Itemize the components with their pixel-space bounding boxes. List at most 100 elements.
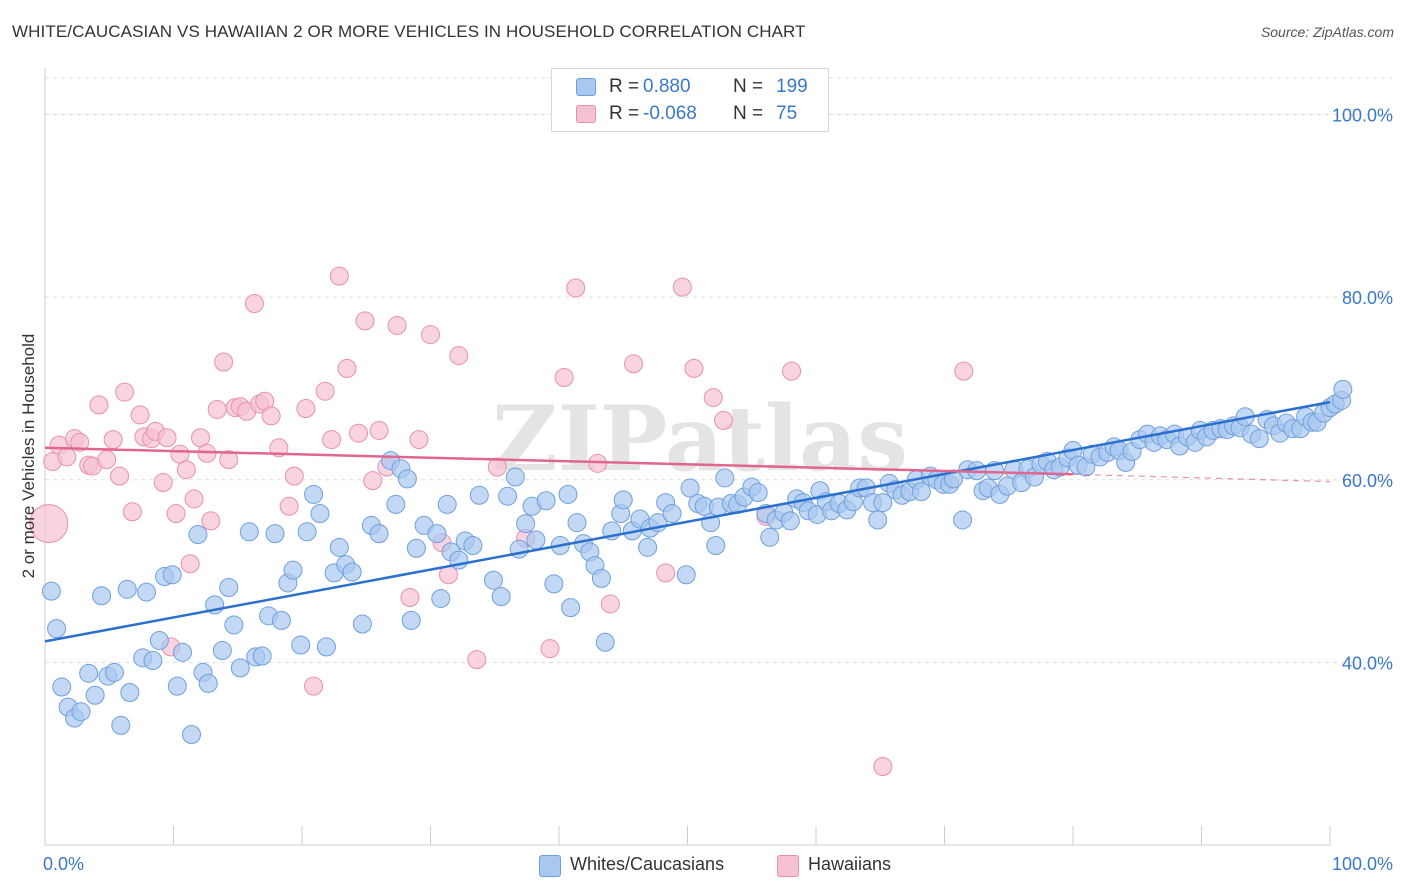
whites-point bbox=[265, 524, 285, 544]
hawaiians-point bbox=[166, 504, 186, 524]
whites-point bbox=[526, 530, 546, 550]
whites-point bbox=[498, 486, 518, 506]
hawaiians-point bbox=[713, 410, 733, 430]
whites-point bbox=[680, 478, 700, 498]
series-legend: Whites/Caucasians Hawaiians bbox=[0, 852, 1406, 878]
hawaiians-point bbox=[110, 466, 130, 486]
hawaiians-point bbox=[672, 277, 692, 297]
hawaiians-point bbox=[355, 311, 375, 331]
whites-point bbox=[952, 510, 972, 530]
whites-point bbox=[291, 635, 311, 655]
hawaiians-point bbox=[554, 367, 574, 387]
x-tick-label: 100.0% bbox=[1332, 854, 1393, 874]
whites-point bbox=[676, 565, 696, 585]
whites-trend-line bbox=[44, 400, 1331, 643]
hawaiians-swatch bbox=[777, 855, 799, 877]
hawaiians-point bbox=[180, 554, 200, 574]
whites-point bbox=[149, 630, 169, 650]
hawaiians-point bbox=[315, 381, 335, 401]
hawaiians-point bbox=[153, 473, 173, 493]
whites-point bbox=[662, 504, 682, 524]
r-value: -0.068 bbox=[643, 103, 697, 124]
whites-point bbox=[544, 574, 564, 594]
hawaiians-point bbox=[400, 588, 420, 608]
hawaiians-point bbox=[656, 563, 676, 583]
whites-point bbox=[386, 494, 406, 514]
whites-point bbox=[401, 610, 421, 630]
hawaiians-point bbox=[269, 438, 289, 458]
hawaiians-point bbox=[329, 266, 349, 286]
whites-point bbox=[271, 610, 291, 630]
hawaiians-point bbox=[684, 358, 704, 378]
whites-point bbox=[406, 538, 426, 558]
whites-point bbox=[71, 702, 91, 722]
y-tick-label: 100.0% bbox=[1332, 106, 1393, 126]
whites-point bbox=[491, 587, 511, 607]
whites-point bbox=[181, 725, 201, 745]
hawaiians-points bbox=[29, 266, 974, 776]
hawaiians-point bbox=[284, 466, 304, 486]
n-label: N = bbox=[733, 103, 764, 124]
watermark: ZIPatlas bbox=[492, 386, 908, 492]
whites-point bbox=[85, 685, 105, 705]
hawaiians-point bbox=[954, 361, 974, 381]
hawaiians-point bbox=[97, 450, 117, 470]
hawaiians-point bbox=[157, 428, 177, 448]
whites-point bbox=[397, 469, 417, 489]
whites-point bbox=[868, 510, 888, 530]
hawaiians-point bbox=[57, 447, 77, 467]
whites-point bbox=[536, 491, 556, 511]
y-tick-label: 80.0% bbox=[1342, 288, 1393, 308]
y-tick-label: 40.0% bbox=[1342, 653, 1393, 673]
whites-point bbox=[111, 715, 131, 735]
hawaiians-trend-extension bbox=[1072, 473, 1331, 483]
whites-point bbox=[715, 468, 735, 488]
y-axis-label: 2 or more Vehicles in Household bbox=[19, 334, 38, 579]
whites-point bbox=[638, 537, 658, 557]
whites-point bbox=[613, 490, 633, 510]
whites-point bbox=[188, 525, 208, 545]
whites-point bbox=[427, 524, 447, 544]
whites-point bbox=[120, 683, 140, 703]
r-label: R = bbox=[609, 76, 640, 97]
chart-title: WHITE/CAUCASIAN VS HAWAIIAN 2 OR MORE VE… bbox=[12, 22, 806, 41]
whites-point bbox=[780, 511, 800, 531]
hawaiians-point bbox=[296, 399, 316, 419]
hawaiians-point bbox=[201, 511, 221, 531]
chart-source: Source: ZipAtlas.com bbox=[1260, 24, 1394, 40]
whites-point bbox=[431, 588, 451, 608]
whites-point bbox=[104, 662, 124, 682]
hawaiians-swatch bbox=[576, 105, 596, 123]
hawaiians-point bbox=[122, 502, 142, 522]
whites-point bbox=[79, 663, 99, 683]
hawaiians-point bbox=[782, 361, 802, 381]
hawaiians-point bbox=[184, 489, 204, 509]
whites-point bbox=[595, 632, 615, 652]
whites-point bbox=[167, 676, 187, 696]
n-value: 75 bbox=[776, 103, 798, 124]
hawaiians-point bbox=[244, 294, 264, 314]
whites-point bbox=[760, 527, 780, 547]
whites-point bbox=[706, 536, 726, 556]
hawaiians-point bbox=[349, 423, 369, 443]
whites-point bbox=[219, 578, 239, 598]
hawaiians-point bbox=[409, 430, 429, 450]
whites-point bbox=[469, 485, 489, 505]
whites-point bbox=[911, 482, 931, 502]
whites-point bbox=[297, 522, 317, 542]
hawaiians-point bbox=[467, 650, 487, 670]
whites-swatch bbox=[576, 78, 596, 96]
hawaiians-point bbox=[89, 395, 109, 415]
hawaiians-point bbox=[600, 594, 620, 614]
whites-point bbox=[463, 536, 483, 556]
whites-point bbox=[516, 514, 536, 534]
n-label: N = bbox=[733, 76, 764, 97]
n-value: 199 bbox=[776, 76, 808, 97]
whites-point bbox=[304, 484, 324, 504]
whites-point bbox=[748, 483, 768, 503]
whites-point bbox=[212, 641, 232, 661]
hawaiians-point bbox=[387, 315, 407, 335]
r-label: R = bbox=[609, 103, 640, 124]
whites-point bbox=[342, 562, 362, 582]
whites-point bbox=[239, 522, 259, 542]
